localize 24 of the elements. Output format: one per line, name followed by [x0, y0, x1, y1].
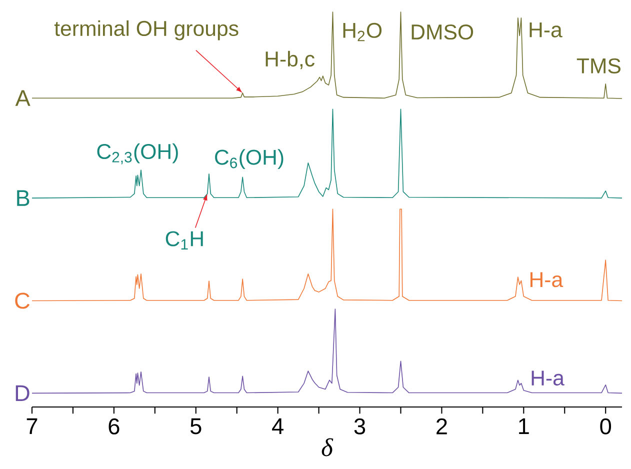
- annotation: H-b,c: [266, 50, 314, 70]
- annotation: H-a: [532, 370, 564, 386]
- annotation: terminal OH groups: [54, 20, 238, 40]
- series-label: C: [15, 292, 30, 309]
- x-tick-label: 7: [26, 418, 38, 434]
- x-tick-label: 1: [519, 418, 529, 434]
- annotation: TMS: [576, 58, 620, 74]
- x-tick-label: 3: [354, 418, 366, 434]
- annotation: H-a: [530, 272, 564, 288]
- x-tick-label: 2: [436, 418, 447, 434]
- x-tick-label: 4: [272, 418, 284, 434]
- annotation: DMSO: [412, 24, 474, 40]
- series-label: B: [17, 190, 30, 206]
- x-axis-title: δ: [322, 438, 334, 456]
- annotation: H-a: [530, 22, 562, 38]
- series-label: D: [16, 385, 30, 401]
- x-tick-label: 6: [108, 418, 120, 434]
- annotation: C$_{6}$(OH): [215, 149, 284, 170]
- annotation: C$_{2,3}$(OH): [97, 143, 178, 164]
- annotation: C$_{1}$H: [166, 231, 203, 250]
- x-tick-label: 5: [190, 418, 202, 434]
- annotation: H$_{2}$O: [343, 22, 382, 42]
- series-label: A: [15, 90, 30, 106]
- x-tick-label: 0: [600, 418, 612, 434]
